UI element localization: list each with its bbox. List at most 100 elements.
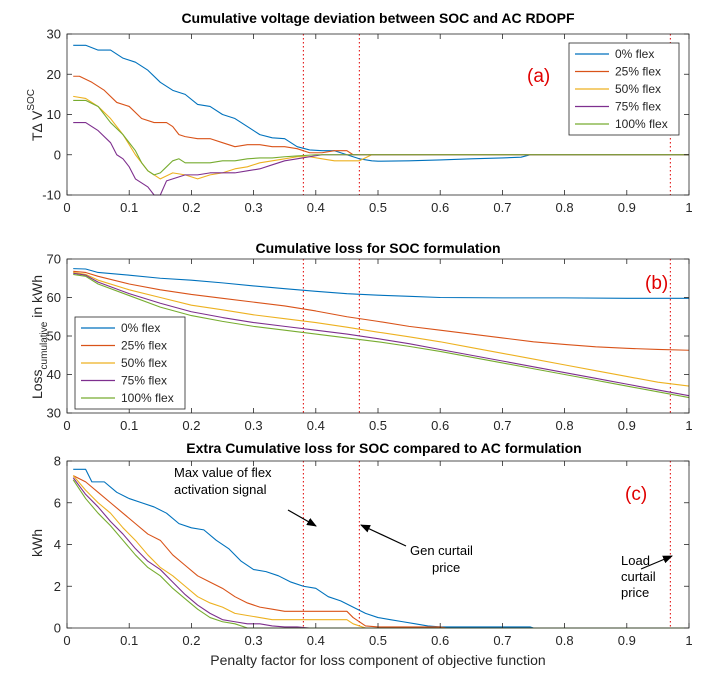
panel-a-ytick-label-2: 10 [47, 107, 61, 122]
panel-b-legend-label-4: 100% flex [121, 391, 174, 405]
panel-a-ytick-label-0: -10 [42, 188, 61, 203]
annotation-load-curtail-line-1: Load [621, 553, 650, 568]
annotation-flex-signal-line-2: activation signal [174, 482, 267, 497]
panel-c-ytick-label-2: 4 [54, 537, 61, 552]
annotation-load-curtail-line-2: curtail [621, 569, 656, 584]
panel-b-series [73, 268, 690, 399]
panel-b-xtick-label-3: 0.3 [245, 418, 263, 433]
panel-a-title: Cumulative voltage deviation between SOC… [181, 10, 575, 26]
panel-a-xtick-label-0: 0 [63, 200, 70, 215]
panel-a-xtick-label-10: 1 [685, 200, 692, 215]
panel-a-xtick-label-7: 0.7 [493, 200, 511, 215]
panel-c-x-ticks: 0 0.1 0.2 0.3 0.4 0.5 0.6 0.7 0.8 0.9 1 [63, 461, 693, 648]
panel-a-xtick-label-5: 0.5 [369, 200, 387, 215]
panel-b-series-1 [73, 270, 690, 351]
panel-b-xtick-label-8: 0.8 [556, 418, 574, 433]
panel-a-y-label: TΔ VSOC [26, 89, 45, 141]
panel-c-series [72, 468, 689, 629]
panel-b-xtick-label-6: 0.6 [431, 418, 449, 433]
panel-c-xtick-label-9: 0.9 [618, 633, 636, 648]
annotation-flex-signal: Max value of flex activation signal [174, 465, 317, 527]
panel-b: Cumulative loss for SOC formulation 0 0.1… [29, 240, 693, 433]
annotation-flex-signal-line-1: Max value of flex [174, 465, 272, 480]
panel-b-series-4 [73, 273, 690, 399]
panel-b-ytick-label-2: 50 [47, 329, 61, 344]
panel-a-xtick-label-2: 0.2 [182, 200, 200, 215]
annotation-load-curtail: Load curtail price [621, 553, 673, 600]
panel-a-xtick-label-4: 0.4 [307, 200, 325, 215]
panel-b-series-0 [73, 268, 689, 299]
panel-a-legend-label-1: 25% flex [615, 65, 661, 79]
panel-b-ytick-label-0: 30 [47, 406, 61, 421]
panel-b-ytick-label-1: 40 [47, 367, 61, 382]
panel-c-tag: (c) [625, 484, 647, 505]
panel-b-legend-label-2: 50% flex [121, 356, 167, 370]
panel-a-ytick-label-3: 20 [47, 67, 61, 82]
panel-c-series-2 [72, 475, 689, 629]
panel-a-x-ticks: 0 0.1 0.2 0.3 0.4 0.5 0.6 0.7 0.8 0.9 1 [63, 34, 693, 215]
panel-b-xtick-label-0: 0 [63, 418, 70, 433]
panel-a-series-1 [73, 75, 689, 156]
panel-b-xtick-label-7: 0.7 [493, 418, 511, 433]
panel-b-y-ticks: 30 40 50 60 70 [47, 252, 689, 421]
panel-c-ytick-label-1: 2 [54, 579, 61, 594]
panel-c-series-0 [73, 468, 689, 629]
annotation-gen-curtail-line-1: Gen curtail [410, 543, 473, 558]
panel-b-legend: 0% flex 25% flex 50% flex 75% flex 100% flex [74, 316, 186, 410]
annotation-load-curtail-arrow [640, 555, 673, 570]
annotation-flex-signal-arrow [287, 509, 317, 527]
panel-c-xtick-label-0: 0 [63, 633, 70, 648]
panel-a-y-ticks: -10 0 10 20 30 [42, 27, 689, 203]
panel-c-xtick-label-10: 1 [685, 633, 692, 648]
panel-a-xtick-label-9: 0.9 [618, 200, 636, 215]
panel-a-tag: (a) [527, 66, 550, 87]
panel-a-ytick-label-4: 30 [47, 27, 61, 42]
annotation-load-curtail-line-3: price [621, 585, 649, 600]
panel-b-tag: (b) [645, 273, 668, 294]
panel-c-ytick-label-0: 0 [54, 621, 61, 636]
panel-a-series-3 [73, 122, 689, 196]
panel-b-xtick-label-9: 0.9 [618, 418, 636, 433]
panel-a-legend-label-4: 100% flex [615, 117, 668, 131]
panel-b-xtick-label-5: 0.5 [369, 418, 387, 433]
annotation-gen-curtail-arrow [360, 524, 407, 547]
panel-c-ytick-label-3: 6 [54, 495, 61, 510]
panel-c-title: Extra Cumulative loss for SOC compared t… [186, 440, 581, 456]
panel-b-ytick-label-3: 60 [47, 290, 61, 305]
panel-a-ytick-label-1: 0 [54, 147, 61, 162]
panel-c-xtick-label-5: 0.5 [369, 633, 387, 648]
panel-c-xtick-label-6: 0.6 [431, 633, 449, 648]
panel-c-y-ticks: 0 2 4 6 8 [54, 454, 689, 636]
panel-b-legend-label-0: 0% flex [121, 321, 160, 335]
panel-b-ytick-label-4: 70 [47, 252, 61, 267]
panel-a: Cumulative voltage deviation between SOC… [26, 10, 693, 215]
panel-b-xtick-label-10: 1 [685, 418, 692, 433]
panel-a-legend-label-2: 50% flex [615, 82, 661, 96]
panel-c-ytick-label-4: 8 [54, 454, 61, 469]
panel-a-xtick-label-6: 0.6 [431, 200, 449, 215]
panel-c-xtick-label-8: 0.8 [556, 633, 574, 648]
panel-a-xtick-label-1: 0.1 [120, 200, 138, 215]
panel-a-xtick-label-3: 0.3 [245, 200, 263, 215]
panel-a-xtick-label-8: 0.8 [556, 200, 574, 215]
panel-b-xtick-label-1: 0.1 [120, 418, 138, 433]
panel-c-xtick-label-1: 0.1 [120, 633, 138, 648]
panel-a-legend: 0% flex 25% flex 50% flex 75% flex 100% flex [568, 42, 680, 136]
panel-a-series-4 [73, 99, 689, 176]
panel-b-series-2 [73, 271, 690, 387]
panel-a-legend-label-3: 75% flex [615, 100, 661, 114]
panel-c-y-label: kWh [29, 529, 45, 557]
panel-c-series-1 [72, 475, 689, 629]
panel-a-legend-label-0: 0% flex [615, 47, 654, 61]
panel-b-x-ticks: 0 0.1 0.2 0.3 0.4 0.5 0.6 0.7 0.8 0.9 1 [63, 259, 693, 433]
panel-c-xtick-label-7: 0.7 [493, 633, 511, 648]
annotation-gen-curtail: Gen curtail price [360, 524, 473, 575]
panel-c-xtick-label-4: 0.4 [307, 633, 325, 648]
panel-b-y-label: Losscumulative in kWh [29, 275, 50, 399]
panel-b-legend-label-1: 25% flex [121, 339, 167, 353]
panel-b-series-3 [73, 272, 690, 397]
panel-a-series-0 [73, 44, 689, 162]
panel-c-xtick-label-3: 0.3 [245, 633, 263, 648]
panel-c-series-3 [72, 477, 689, 629]
